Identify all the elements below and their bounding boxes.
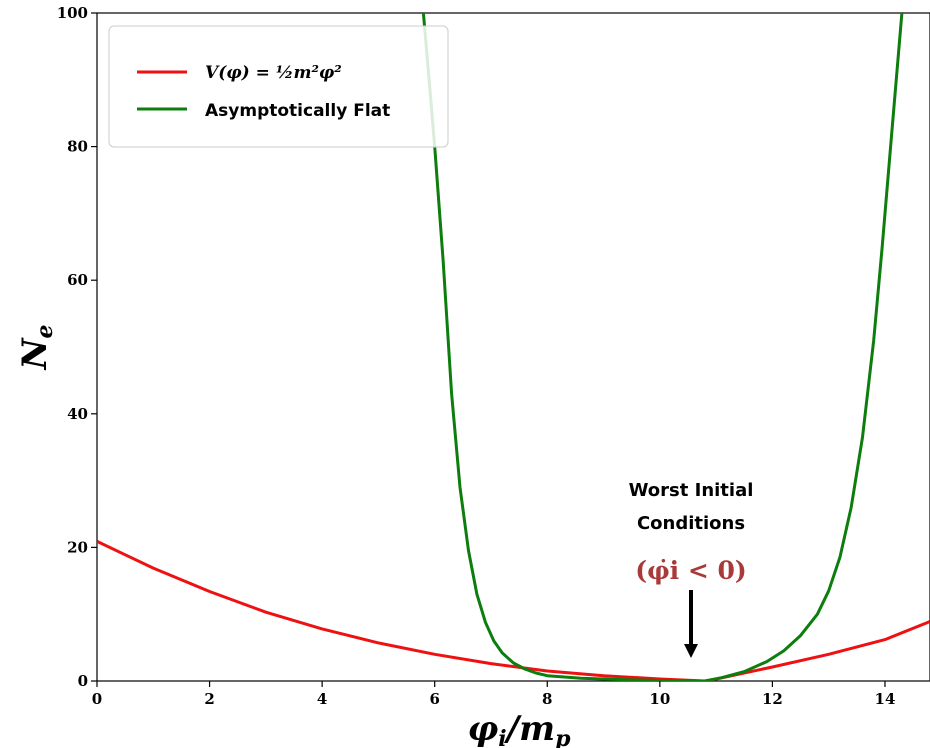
- x-tick-label: 6: [429, 690, 439, 708]
- y-tick-label: 0: [78, 672, 88, 690]
- series-lines: [97, 13, 930, 681]
- y-tick-label: 80: [67, 138, 88, 156]
- y-tick-label: 40: [67, 405, 88, 423]
- x-tick-label: 0: [92, 690, 102, 708]
- x-tick-label: 4: [317, 690, 327, 708]
- annotation-arrow-head: [684, 644, 698, 658]
- legend-label-flat: Asymptotically Flat: [205, 101, 390, 121]
- axis-ticks: 0 2 4 6 8 10 12 14 0 20 40 60 80 100: [57, 4, 896, 708]
- x-tick-label: 8: [542, 690, 552, 708]
- annotation-math: (φ̇i < 0): [635, 556, 747, 585]
- legend-label-quadratic: V(φ) = ½m²φ²: [205, 63, 342, 83]
- series-line-asymptotically-flat: [421, 13, 904, 681]
- x-axis-label: φi/mp: [468, 709, 572, 748]
- y-axis-label: Ne: [15, 324, 58, 370]
- annotation: Worst Initial Conditions (φ̇i < 0): [629, 480, 754, 658]
- annotation-line2: Conditions: [637, 513, 745, 534]
- series-line-quadratic: [97, 540, 930, 681]
- y-tick-label: 20: [67, 538, 88, 556]
- x-tick-label: 14: [875, 690, 896, 708]
- x-tick-label: 12: [762, 690, 783, 708]
- x-tick-label: 10: [649, 690, 670, 708]
- y-tick-label: 60: [67, 271, 88, 289]
- legend-box: [108, 25, 449, 148]
- x-tick-label: 2: [204, 690, 214, 708]
- plot-frame: [96, 12, 930, 682]
- y-tick-label: 100: [57, 4, 88, 22]
- legend: V(φ) = ½m²φ² Asymptotically Flat: [108, 25, 449, 148]
- annotation-line1: Worst Initial: [629, 480, 754, 501]
